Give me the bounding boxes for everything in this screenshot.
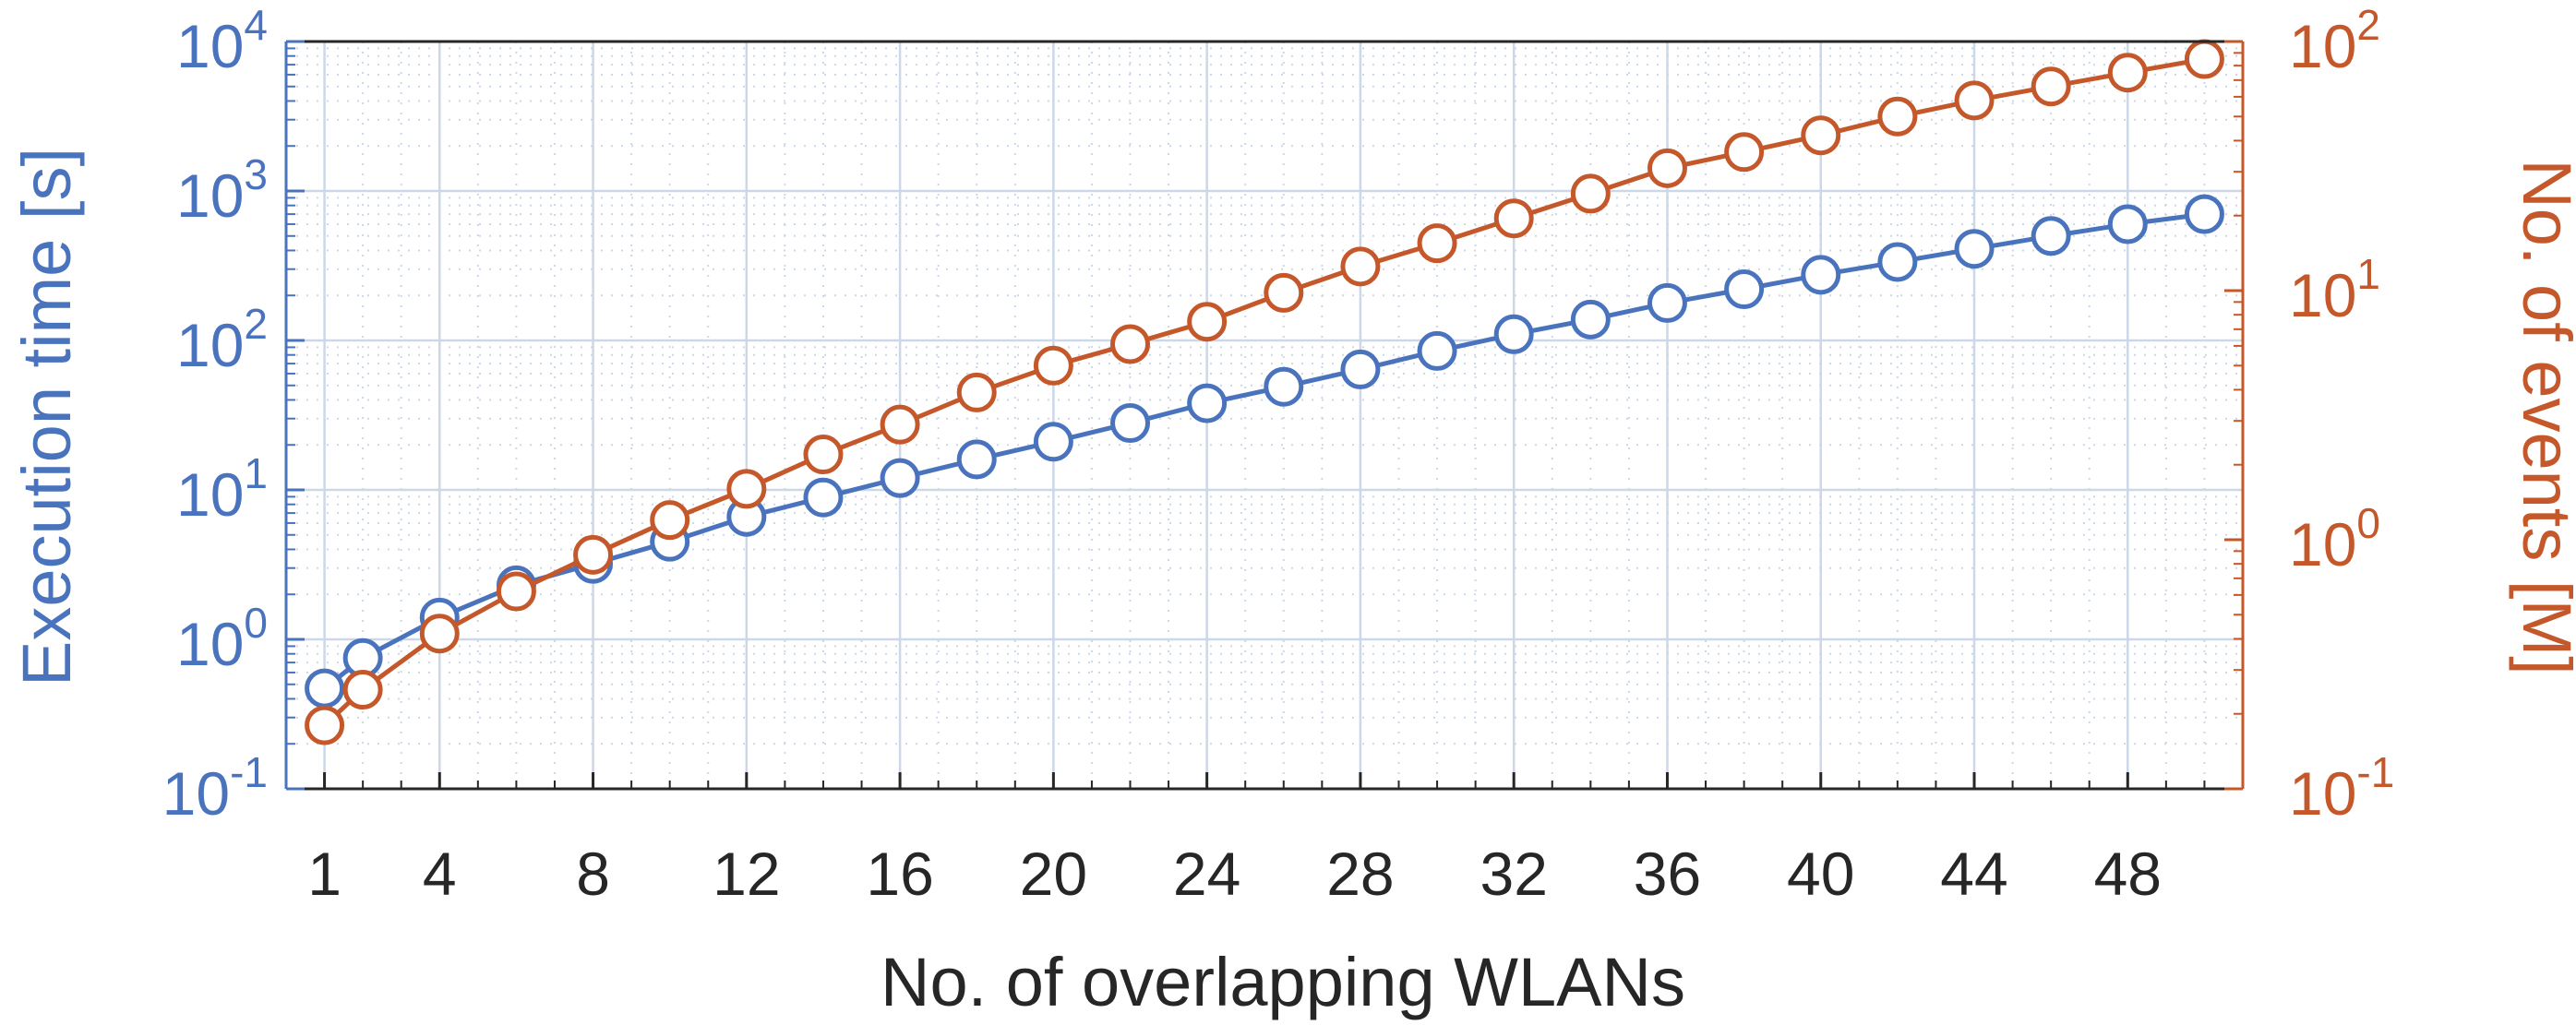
data-point-right — [496, 571, 536, 612]
series-layer — [305, 39, 2224, 745]
data-point-right — [1187, 302, 1228, 342]
left-y-axis-title: Execution time [s] — [8, 148, 85, 686]
minor-grid — [286, 42, 2243, 789]
data-point-left — [1877, 242, 1918, 282]
x-tick-label: 20 — [1020, 840, 1087, 908]
x-tick-label: 4 — [423, 840, 457, 908]
data-point-right — [1417, 223, 1457, 264]
tick-labels: 1 4 8 12 16 20 24 28 32 36 40 44 4810-11001011021031… — [162, 1, 2395, 908]
left-y-tick-label: 103 — [176, 150, 268, 230]
x-tick-label: 8 — [576, 840, 610, 908]
x-tick-label: 24 — [1173, 840, 1240, 908]
x-tick-label: 32 — [1480, 840, 1547, 908]
data-point-left — [1033, 422, 1073, 462]
data-point-right — [1801, 115, 1841, 156]
data-point-right — [650, 500, 690, 541]
axes-layer — [284, 40, 2245, 791]
left-y-tick-label: 100 — [176, 599, 268, 678]
x-tick-label: 1 — [307, 840, 341, 908]
data-point-left — [1954, 229, 1995, 269]
x-tick-label: 16 — [866, 840, 933, 908]
right-y-tick-label: 101 — [2289, 250, 2380, 329]
data-point-left — [1647, 282, 1687, 323]
data-point-right — [956, 372, 997, 412]
left-y-tick-label: 104 — [176, 1, 268, 80]
major-grid — [286, 40, 2243, 791]
data-point-left — [305, 668, 345, 709]
x-tick-label: 48 — [2094, 840, 2162, 908]
data-point-left — [1570, 299, 1611, 340]
right-y-axis-title: No. of events [M] — [2509, 159, 2576, 674]
left-y-tick-label: 102 — [176, 300, 268, 379]
x-tick-label: 36 — [1634, 840, 1701, 908]
data-point-right — [2107, 53, 2148, 93]
x-axis-title: No. of overlapping WLANs — [881, 944, 1685, 1020]
data-point-right — [1570, 173, 1611, 214]
data-point-left — [956, 439, 997, 480]
right-y-tick-label: 10-1 — [2289, 748, 2394, 828]
data-point-right — [1724, 132, 1765, 173]
data-point-left — [1340, 349, 1381, 389]
x-tick-label: 12 — [713, 840, 780, 908]
data-point-left — [1724, 269, 1765, 310]
data-point-left — [2107, 204, 2148, 244]
data-point-left — [1110, 403, 1151, 444]
left-y-tick-label: 101 — [176, 449, 268, 529]
left-y-tick-label: 10-1 — [162, 748, 268, 828]
data-point-right — [1340, 246, 1381, 287]
series-line-left — [323, 211, 2205, 691]
data-point-right — [726, 469, 767, 509]
data-point-right — [1264, 272, 1304, 313]
data-point-right — [573, 534, 614, 575]
data-point-left — [1187, 383, 1228, 423]
data-point-right — [1954, 80, 1995, 121]
data-point-left — [2184, 194, 2224, 234]
data-point-left — [1417, 330, 1457, 371]
data-point-right — [342, 670, 383, 710]
right-y-tick-label: 100 — [2289, 499, 2380, 578]
data-point-left — [803, 477, 844, 518]
data-point-right — [1033, 345, 1073, 386]
data-point-left — [1264, 366, 1304, 407]
data-point-right — [2031, 66, 2071, 107]
data-point-right — [305, 705, 345, 745]
x-tick-label: 40 — [1787, 840, 1854, 908]
data-point-left — [880, 458, 920, 498]
data-point-right — [1110, 324, 1151, 364]
data-point-right — [1493, 198, 1534, 239]
data-point-right — [1877, 96, 1918, 137]
right-y-tick-label: 102 — [2289, 1, 2380, 80]
data-point-left — [2031, 216, 2071, 256]
x-tick-label: 44 — [1940, 840, 2007, 908]
data-point-right — [880, 404, 920, 445]
data-point-left — [1493, 314, 1534, 354]
data-point-right — [419, 614, 460, 654]
data-point-left — [1801, 255, 1841, 295]
data-point-right — [803, 435, 844, 475]
x-tick-label: 28 — [1326, 840, 1394, 908]
data-point-right — [1647, 148, 1687, 188]
data-point-right — [2184, 39, 2224, 79]
